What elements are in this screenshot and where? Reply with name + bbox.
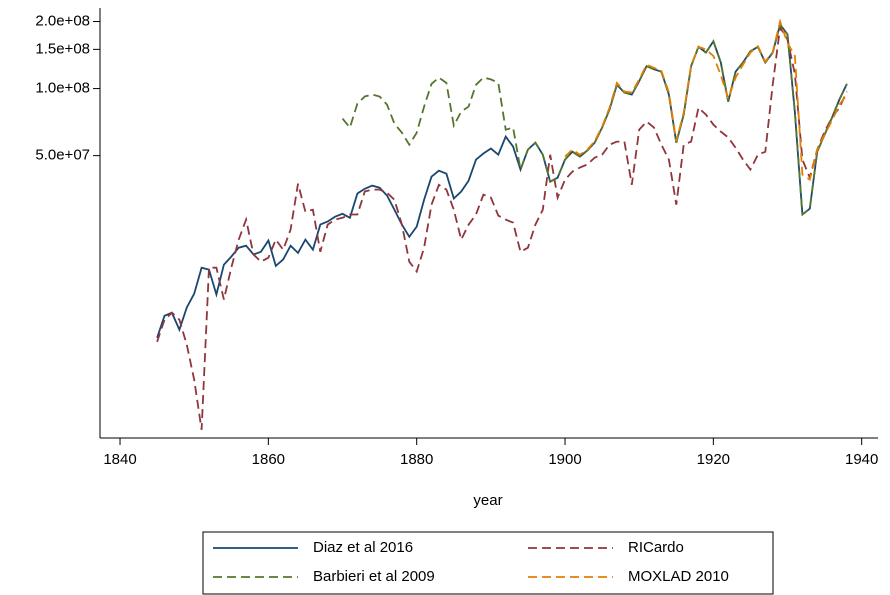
y-tick-label: 1.5e+08 xyxy=(35,40,90,57)
series-line xyxy=(156,22,848,339)
x-tick-label: 1920 xyxy=(697,451,730,468)
legend-label: MOXLAD 2010 xyxy=(628,568,729,585)
x-axis-label: year xyxy=(473,492,502,509)
series-line xyxy=(156,24,848,430)
y-tick-label: 1.0e+08 xyxy=(35,80,90,97)
x-tick-label: 1900 xyxy=(548,451,581,468)
legend-label: Diaz et al 2016 xyxy=(313,539,413,556)
legend-box xyxy=(202,531,774,595)
series-line xyxy=(341,22,848,217)
x-tick-label: 1880 xyxy=(400,451,433,468)
x-tick-label: 1840 xyxy=(103,451,136,468)
y-tick-label: 2.0e+08 xyxy=(35,12,90,29)
legend-label: RICardo xyxy=(628,539,684,556)
legend-label: Barbieri et al 2009 xyxy=(313,568,435,585)
series-line xyxy=(564,18,848,182)
x-tick-label: 1860 xyxy=(252,451,285,468)
y-tick-label: 5.0e+07 xyxy=(35,147,90,164)
x-tick-label: 1940 xyxy=(845,451,878,468)
